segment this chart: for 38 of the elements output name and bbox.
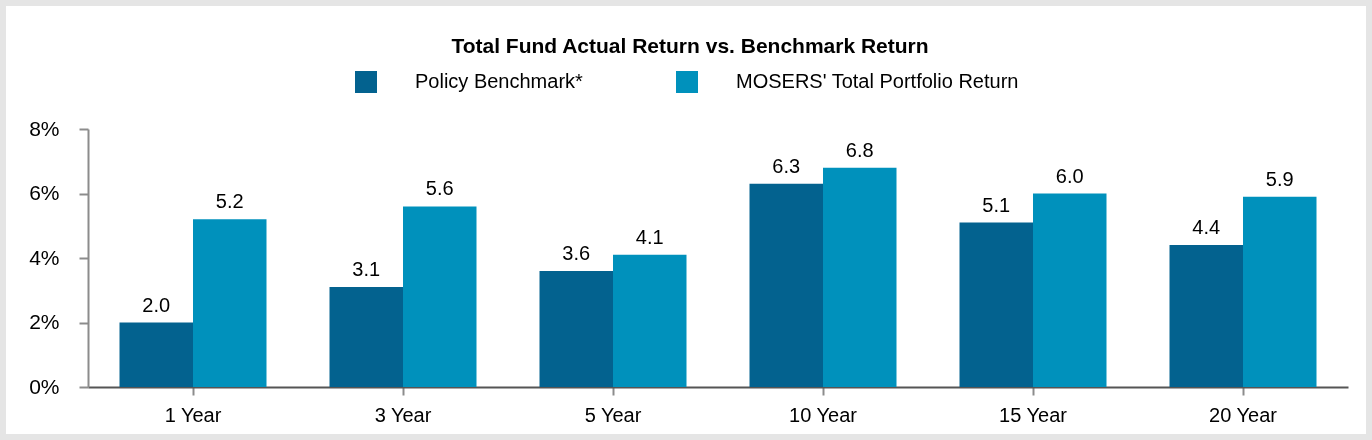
bar [613,254,687,387]
x-tick-label: 15 Year [999,403,1068,426]
x-tick-label: 5 Year [584,403,642,426]
bar [1243,196,1317,387]
x-tick-label: 3 Year [374,403,432,426]
y-tick-label: 0% [29,374,60,398]
data-label: 4.1 [635,225,664,248]
bar [193,219,267,387]
bar [1169,245,1243,387]
data-label: 3.1 [352,258,381,281]
x-tick-label: 20 Year [1209,403,1278,426]
bar [959,222,1033,387]
data-label: 2.0 [142,293,171,316]
legend-label: MOSERS' Total Portfolio Return [736,70,1019,92]
data-label: 4.4 [1192,216,1221,239]
bar [539,270,613,387]
data-label: 6.8 [845,138,874,161]
y-tick-label: 4% [29,245,60,269]
data-label: 6.0 [1055,164,1084,187]
bar [1033,193,1107,387]
bar [403,206,477,387]
data-label: 5.9 [1265,167,1294,190]
data-label: 5.1 [982,193,1011,216]
data-label: 6.3 [772,154,801,177]
bar [749,183,823,387]
legend-label: Policy Benchmark* [415,70,584,92]
data-label: 5.6 [425,177,454,200]
y-tick-label: 6% [29,181,60,204]
x-tick-label: 1 Year [164,403,222,426]
y-tick-label: 2% [29,310,60,333]
bar [329,287,403,387]
data-label: 5.2 [215,190,244,213]
y-tick-label: 8% [29,116,60,140]
bar [823,167,897,387]
x-tick-label: 10 Year [789,403,858,426]
data-label: 3.6 [562,241,591,264]
bar [119,322,193,387]
chart-title: Total Fund Actual Return vs. Benchmark Return [451,34,929,57]
